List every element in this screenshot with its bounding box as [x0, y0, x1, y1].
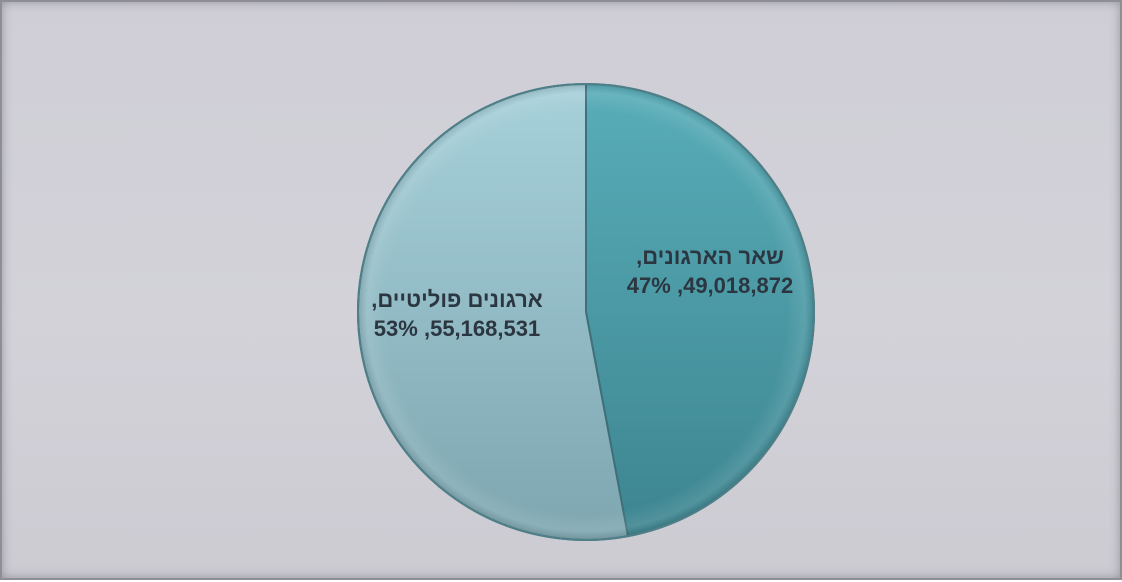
slice-percent-political: 53%: [374, 316, 418, 341]
slice-amount-others: 49,018,872: [683, 273, 793, 298]
slice-amount-political: 55,168,531: [430, 316, 540, 341]
slice-name-political: ארגונים פוליטיים,: [347, 285, 567, 314]
slice-value-others: 47% ,49,018,872: [600, 271, 820, 300]
slice-value-political: 53% ,55,168,531: [347, 314, 567, 343]
slice-label-political: ארגונים פוליטיים, 53% ,55,168,531: [347, 285, 567, 343]
slice-percent-others: 47%: [627, 273, 671, 298]
slice-label-others: שאר הארגונים, 47% ,49,018,872: [600, 242, 820, 300]
slice-name-others: שאר הארגונים,: [600, 242, 820, 271]
